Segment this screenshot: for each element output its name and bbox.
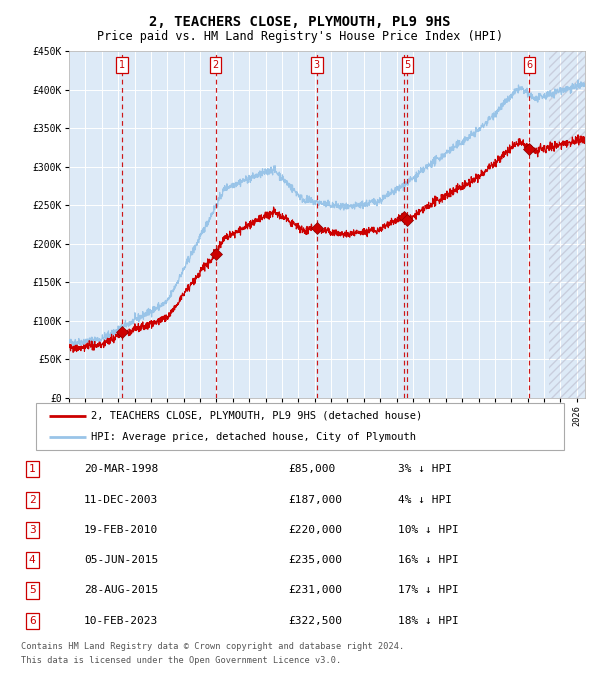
Text: £220,000: £220,000 [289, 525, 343, 535]
Text: 16% ↓ HPI: 16% ↓ HPI [398, 555, 458, 565]
Text: 2, TEACHERS CLOSE, PLYMOUTH, PL9 9HS: 2, TEACHERS CLOSE, PLYMOUTH, PL9 9HS [149, 15, 451, 29]
Text: 4% ↓ HPI: 4% ↓ HPI [398, 494, 452, 505]
Text: 10-FEB-2023: 10-FEB-2023 [84, 615, 158, 626]
Text: 28-AUG-2015: 28-AUG-2015 [84, 585, 158, 596]
Text: 6: 6 [29, 615, 35, 626]
Text: 6: 6 [526, 60, 533, 70]
Text: Contains HM Land Registry data © Crown copyright and database right 2024.: Contains HM Land Registry data © Crown c… [21, 643, 404, 651]
Text: 11-DEC-2003: 11-DEC-2003 [84, 494, 158, 505]
Text: 2: 2 [212, 60, 219, 70]
Text: 1: 1 [119, 60, 125, 70]
Text: 10% ↓ HPI: 10% ↓ HPI [398, 525, 458, 535]
Text: £187,000: £187,000 [289, 494, 343, 505]
Text: 3: 3 [29, 525, 35, 535]
Text: £322,500: £322,500 [289, 615, 343, 626]
Text: 05-JUN-2015: 05-JUN-2015 [84, 555, 158, 565]
Text: 19-FEB-2010: 19-FEB-2010 [84, 525, 158, 535]
Text: £231,000: £231,000 [289, 585, 343, 596]
Text: 18% ↓ HPI: 18% ↓ HPI [398, 615, 458, 626]
Text: 4: 4 [29, 555, 35, 565]
Text: £235,000: £235,000 [289, 555, 343, 565]
Text: 3: 3 [314, 60, 320, 70]
Text: £85,000: £85,000 [289, 464, 336, 475]
Text: 17% ↓ HPI: 17% ↓ HPI [398, 585, 458, 596]
Text: 2, TEACHERS CLOSE, PLYMOUTH, PL9 9HS (detached house): 2, TEACHERS CLOSE, PLYMOUTH, PL9 9HS (de… [91, 411, 422, 421]
Text: This data is licensed under the Open Government Licence v3.0.: This data is licensed under the Open Gov… [21, 656, 341, 665]
FancyBboxPatch shape [36, 403, 564, 450]
Text: 2: 2 [29, 494, 35, 505]
Text: 5: 5 [404, 60, 410, 70]
Text: Price paid vs. HM Land Registry's House Price Index (HPI): Price paid vs. HM Land Registry's House … [97, 30, 503, 43]
Text: 20-MAR-1998: 20-MAR-1998 [84, 464, 158, 475]
Text: 1: 1 [29, 464, 35, 475]
Text: 5: 5 [29, 585, 35, 596]
Text: 3% ↓ HPI: 3% ↓ HPI [398, 464, 452, 475]
Text: HPI: Average price, detached house, City of Plymouth: HPI: Average price, detached house, City… [91, 432, 416, 442]
